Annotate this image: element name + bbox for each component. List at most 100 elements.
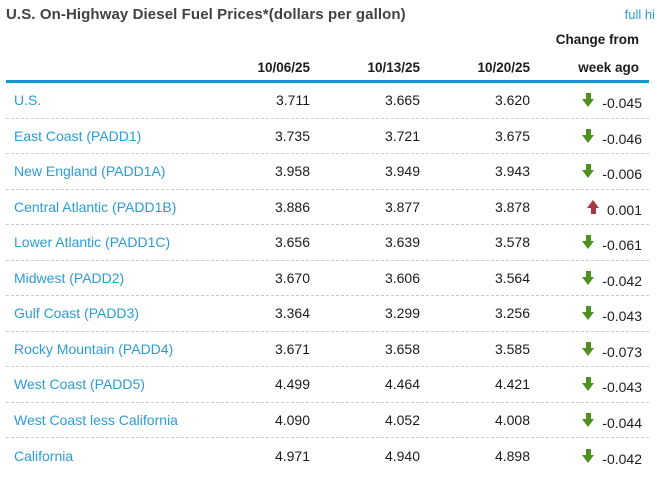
region-label[interactable]: Central Atlantic (PADD1B) — [14, 198, 177, 215]
price-cell: 3.886 — [274, 198, 310, 215]
down-arrow-icon — [582, 448, 595, 463]
change-cell: -0.061 — [537, 225, 649, 260]
table-row: U.S. 3.711 3.665 3.620 -0.045 — [6, 83, 649, 119]
down-arrow-icon — [582, 377, 595, 392]
change-value: -0.045 — [602, 95, 642, 112]
down-arrow-icon — [582, 306, 595, 321]
price-cell: 3.585 — [494, 340, 530, 357]
region-label[interactable]: California — [14, 447, 74, 464]
price-cell: 3.711 — [276, 92, 310, 109]
price-cell: 4.090 — [274, 411, 310, 428]
price-cell: 4.464 — [384, 376, 420, 393]
down-arrow-icon — [582, 341, 595, 356]
change-value: 0.001 — [606, 201, 642, 218]
change-value: -0.046 — [602, 130, 642, 147]
change-value: -0.073 — [602, 343, 642, 360]
price-cell: 3.639 — [384, 234, 420, 251]
change-cell: -0.042 — [537, 261, 649, 296]
table-row: Rocky Mountain (PADD4) 3.671 3.658 3.585… — [6, 332, 649, 367]
change-value: -0.061 — [602, 237, 642, 254]
price-cell: 3.671 — [274, 340, 310, 357]
region-label[interactable]: Midwest (PADD2) — [14, 269, 125, 286]
change-cell: -0.073 — [537, 332, 649, 367]
down-arrow-icon — [582, 164, 595, 179]
change-value: -0.006 — [602, 166, 642, 183]
region-label[interactable]: Rocky Mountain (PADD4) — [14, 340, 174, 357]
price-cell: 3.675 — [494, 127, 530, 144]
date-header-2: 10/13/25 — [367, 60, 420, 75]
price-cell: 4.971 — [274, 447, 310, 464]
table-row: Lower Atlantic (PADD1C) 3.656 3.639 3.57… — [6, 225, 649, 261]
price-cell: 4.421 — [494, 376, 530, 393]
region-label[interactable]: East Coast (PADD1) — [14, 127, 142, 144]
price-cell: 3.606 — [384, 269, 420, 286]
price-cell: 4.052 — [384, 411, 420, 428]
price-cell: 3.620 — [494, 92, 530, 109]
region-label[interactable]: U.S. — [14, 92, 42, 109]
region-label[interactable]: West Coast (PADD5) — [14, 376, 145, 393]
table-row: Central Atlantic (PADD1B) 3.886 3.877 3.… — [6, 190, 649, 225]
down-arrow-icon — [582, 412, 595, 427]
change-cell: 0.001 — [537, 190, 649, 225]
up-arrow-icon — [586, 199, 600, 214]
region-label[interactable]: New England (PADD1A) — [14, 163, 166, 180]
page-header: U.S. On-Highway Diesel Fuel Prices*(doll… — [0, 0, 657, 28]
table-row: California 4.971 4.940 4.898 -0.042 — [6, 438, 649, 474]
table-header-row-1: Change from — [6, 28, 649, 51]
price-cell: 3.256 — [494, 305, 530, 322]
table-row: East Coast (PADD1) 3.735 3.721 3.675 -0.… — [6, 119, 649, 154]
table-row: West Coast less California 4.090 4.052 4… — [6, 403, 649, 438]
week-ago-label: week ago — [578, 60, 639, 75]
change-cell: -0.042 — [537, 438, 649, 474]
table-row: Midwest (PADD2) 3.670 3.606 3.564 -0.042 — [6, 261, 649, 296]
region-label[interactable]: Gulf Coast (PADD3) — [14, 305, 139, 322]
change-cell: -0.006 — [537, 154, 649, 189]
price-cell: 3.949 — [384, 163, 420, 180]
change-cell: -0.043 — [537, 296, 649, 331]
change-value: -0.044 — [602, 414, 642, 431]
change-value: -0.042 — [602, 272, 642, 289]
price-cell: 3.670 — [274, 269, 310, 286]
page-title: U.S. On-Highway Diesel Fuel Prices*(doll… — [6, 6, 406, 23]
change-cell: -0.045 — [537, 83, 649, 118]
price-cell: 3.958 — [274, 163, 310, 180]
price-cell: 4.940 — [384, 447, 420, 464]
price-cell: 4.008 — [494, 411, 530, 428]
change-from-label: Change from — [555, 32, 639, 47]
price-cell: 4.499 — [274, 376, 310, 393]
price-cell: 3.658 — [384, 340, 420, 357]
price-cell: 3.877 — [384, 198, 420, 215]
table-body: U.S. 3.711 3.665 3.620 -0.045 East Coast… — [6, 83, 649, 474]
table-header-row-2: 10/06/25 10/13/25 10/20/25 week ago — [6, 51, 649, 80]
price-cell: 3.564 — [494, 269, 530, 286]
region-label[interactable]: Lower Atlantic (PADD1C) — [14, 234, 171, 251]
region-label[interactable]: West Coast less California — [14, 411, 178, 428]
date-header-1: 10/06/25 — [257, 60, 310, 75]
price-cell: 3.943 — [494, 163, 530, 180]
price-cell: 3.656 — [274, 234, 310, 251]
price-cell: 3.878 — [494, 198, 530, 215]
price-cell: 3.735 — [274, 127, 310, 144]
change-cell: -0.043 — [537, 367, 649, 402]
down-arrow-icon — [582, 128, 595, 143]
price-cell: 3.299 — [384, 305, 420, 322]
header-divider — [6, 80, 649, 83]
change-value: -0.042 — [602, 450, 642, 467]
price-cell: 3.364 — [274, 305, 310, 322]
change-cell: -0.046 — [537, 119, 649, 154]
change-cell: -0.044 — [537, 403, 649, 438]
full-history-link[interactable]: full hi — [624, 7, 655, 22]
price-cell: 3.721 — [384, 127, 420, 144]
down-arrow-icon — [582, 235, 595, 250]
price-cell: 3.578 — [494, 234, 530, 251]
date-header-3: 10/20/25 — [477, 60, 530, 75]
diesel-price-table: Change from 10/06/25 10/13/25 10/20/25 w… — [6, 28, 649, 474]
down-arrow-icon — [582, 93, 595, 108]
table-row: New England (PADD1A) 3.958 3.949 3.943 -… — [6, 154, 649, 190]
price-cell: 4.898 — [494, 447, 530, 464]
down-arrow-icon — [582, 270, 595, 285]
price-cell: 3.665 — [384, 92, 420, 109]
change-value: -0.043 — [602, 379, 642, 396]
change-value: -0.043 — [602, 308, 642, 325]
